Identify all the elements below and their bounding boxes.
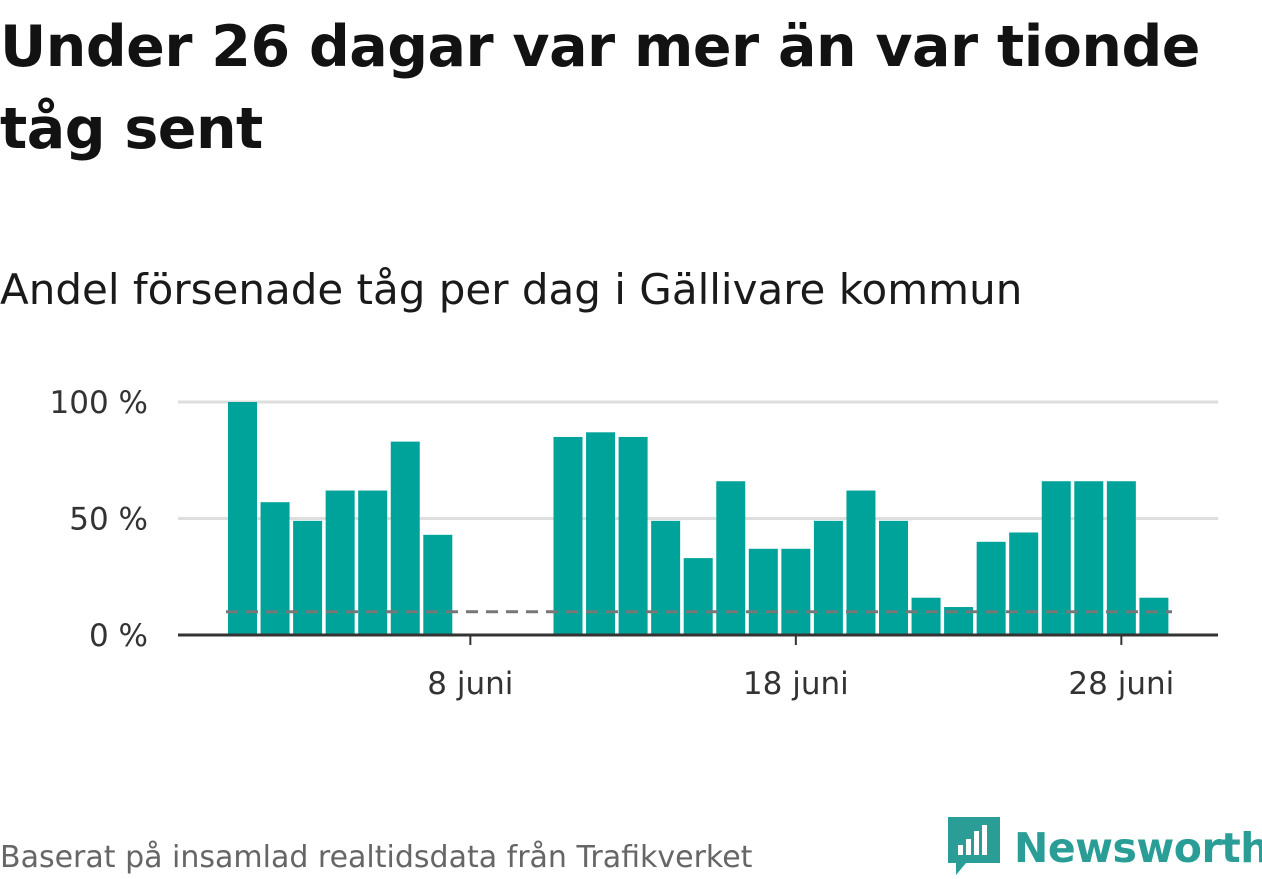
bar <box>748 548 778 635</box>
bar <box>716 481 746 635</box>
bar <box>781 548 811 635</box>
brand-name: Newsworthy <box>1014 824 1262 872</box>
chart-title: Under 26 dagar var mer än var tionde tåg… <box>0 14 1200 162</box>
bar <box>846 490 876 635</box>
chart-subtitle: Andel försenade tåg per dag i Gällivare … <box>0 265 1023 314</box>
bar <box>618 436 648 635</box>
x-tick-label: 18 juni <box>743 666 849 702</box>
bar <box>1009 532 1039 635</box>
y-tick-label: 100 % <box>50 385 148 421</box>
bar-chart: 0 % 50 % 100 % 8 juni 18 juni 28 juni <box>50 385 1218 702</box>
bar <box>813 520 843 635</box>
bar <box>976 541 1006 635</box>
bar <box>293 520 323 635</box>
bar <box>1139 597 1169 635</box>
bar <box>1106 481 1136 635</box>
newsworthy-logo-icon <box>948 817 1000 875</box>
y-tick-label: 0 % <box>89 618 148 654</box>
x-axis <box>178 633 1218 645</box>
bar <box>911 597 941 635</box>
x-tick-label: 28 juni <box>1068 666 1174 702</box>
bar <box>325 490 355 635</box>
bar <box>390 441 420 635</box>
bar <box>553 436 583 635</box>
bar <box>879 520 908 635</box>
bar <box>586 432 616 635</box>
bar <box>1041 481 1071 635</box>
source-note: Baserat på insamlad realtidsdata från Tr… <box>0 840 753 875</box>
newsworthy-logo: Newsworthy <box>948 817 1262 879</box>
bar <box>358 490 388 635</box>
bar <box>1074 481 1104 635</box>
y-axis-labels: 0 % 50 % 100 % <box>50 385 148 654</box>
x-axis-labels: 8 juni 18 juni 28 juni <box>427 666 1174 702</box>
bar <box>683 558 713 635</box>
bar <box>651 520 681 635</box>
bar <box>423 534 453 635</box>
bar <box>228 402 257 635</box>
y-tick-label: 50 % <box>69 502 148 538</box>
x-tick-label: 8 juni <box>427 666 513 702</box>
bar <box>260 502 290 635</box>
